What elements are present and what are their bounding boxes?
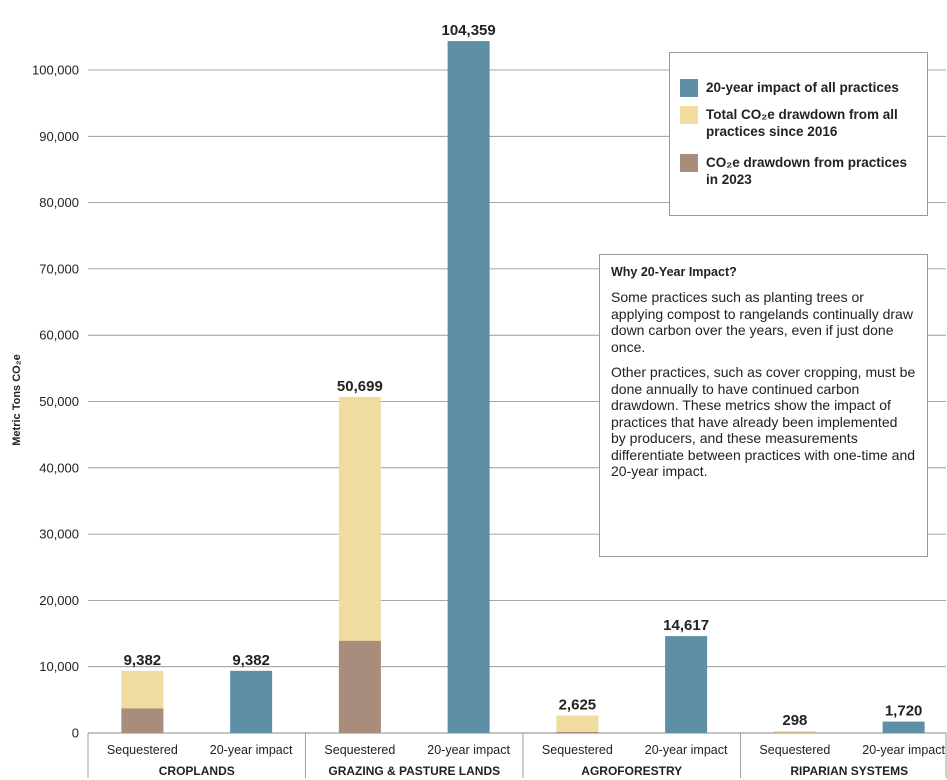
x-tick-label: 20-year impact (427, 743, 510, 757)
data-label: 104,359 (442, 22, 496, 39)
legend-swatch-yellow (680, 106, 698, 124)
y-tick-label: 50,000 (39, 394, 79, 409)
legend-item-2023-drawdown: CO₂e drawdown from practices in 2023 (680, 154, 921, 188)
bar-20-year-impact (230, 670, 273, 733)
x-axis: Sequestered 20-year impact CROPLANDS Seques… (87, 733, 947, 778)
y-tick-label: 90,000 (39, 129, 79, 144)
bar-20-year-impact (447, 41, 490, 733)
y-tick-label: 80,000 (39, 195, 79, 210)
y-tick-label: 100,000 (32, 63, 79, 78)
y-tick-label: 0 (72, 726, 79, 741)
info-box-title: Why 20-Year Impact? (611, 265, 737, 279)
y-tick-label: 70,000 (39, 261, 79, 276)
x-tick-label: 20-year impact (210, 743, 293, 757)
y-axis-ticks: 0 10,000 20,000 30,000 40,000 50,000 60,000 70,… (32, 63, 79, 741)
x-tick-label: 20-year impact (862, 743, 945, 757)
bar-2023-drawdown (121, 708, 164, 733)
legend-label: Total CO₂e drawdown from all practices s… (706, 107, 898, 139)
legend-item-20-year-impact: 20-year impact of all practices (680, 79, 921, 97)
x-tick-label: 20-year impact (645, 743, 728, 757)
x-group-label: CROPLANDS (159, 764, 235, 778)
bar-total-drawdown (773, 731, 816, 733)
legend-label: 20-year impact of all practices (706, 80, 899, 95)
legend: 20-year impact of all practices Total CO… (669, 52, 928, 216)
data-label: 298 (782, 712, 807, 729)
x-tick-label: Sequestered (324, 743, 395, 757)
data-label: 50,699 (337, 378, 383, 395)
x-group-label: AGROFORESTRY (581, 764, 682, 778)
legend-item-total-drawdown: Total CO₂e drawdown from all practices s… (680, 106, 921, 140)
legend-swatch-blue (680, 79, 698, 97)
bar-20-year-impact (665, 636, 708, 733)
bars: 9,382 9,382 50,699 104,359 2,625 14,617 298 1,7… (121, 22, 925, 733)
data-label: 2,625 (559, 697, 597, 714)
info-box: Why 20-Year Impact? Some practices such … (599, 254, 928, 557)
bar-2023-drawdown (556, 732, 599, 733)
bar-2023-drawdown (338, 640, 381, 733)
y-tick-label: 10,000 (39, 659, 79, 674)
y-tick-label: 30,000 (39, 527, 79, 542)
x-group-label: RIPARIAN SYSTEMS (790, 764, 908, 778)
data-label: 1,720 (885, 703, 923, 720)
y-tick-label: 40,000 (39, 460, 79, 475)
x-tick-label: Sequestered (759, 743, 830, 757)
bar-total-drawdown (556, 715, 599, 733)
x-group-label: GRAZING & PASTURE LANDS (328, 764, 500, 778)
data-label: 9,382 (232, 652, 270, 669)
data-label: 14,617 (663, 617, 709, 634)
y-axis-label: Metric Tons CO₂e (11, 354, 23, 445)
y-tick-label: 60,000 (39, 328, 79, 343)
legend-label: CO₂e drawdown from practices in 2023 (706, 155, 908, 187)
y-tick-label: 20,000 (39, 593, 79, 608)
legend-swatch-brown (680, 154, 698, 172)
info-box-paragraph: Some practices such as planting trees or… (611, 289, 913, 355)
info-box-paragraph: Other practices, such as cover cropping,… (611, 364, 916, 479)
bar-20-year-impact (882, 721, 925, 733)
data-label: 9,382 (124, 652, 162, 669)
x-tick-label: Sequestered (542, 743, 613, 757)
x-tick-label: Sequestered (107, 743, 178, 757)
